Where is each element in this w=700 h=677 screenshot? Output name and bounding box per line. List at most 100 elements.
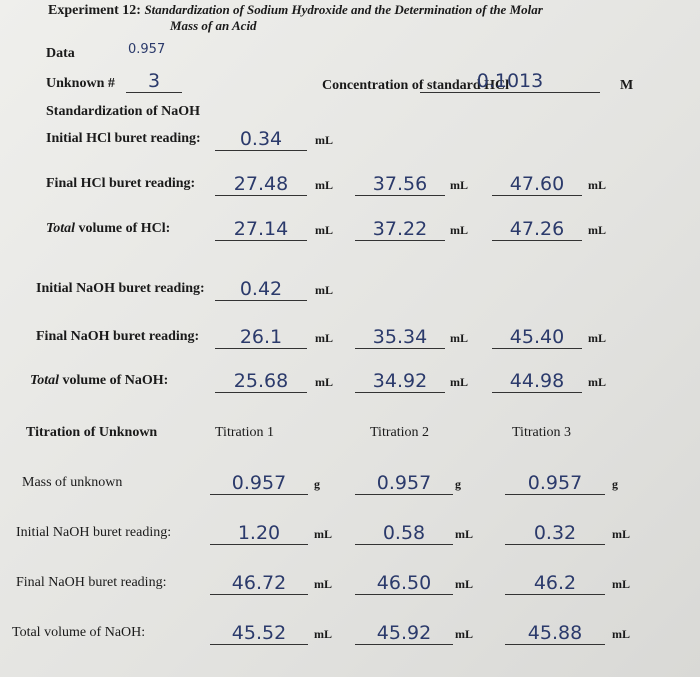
label-text: Initial HCl buret reading:	[46, 131, 201, 146]
title-line2: Mass of an Acid	[170, 18, 257, 33]
label-text: Final NaOH buret reading:	[36, 329, 200, 344]
row-label: Total volume of NaOH:	[12, 625, 146, 640]
unit: mL	[612, 627, 630, 641]
underline	[355, 195, 445, 196]
handwritten-value: 0.1013	[476, 70, 544, 92]
unit: mL	[450, 331, 468, 345]
handwritten-value: 35.34	[372, 326, 428, 348]
unit: mL	[315, 375, 333, 389]
unit: mL	[588, 178, 606, 192]
row-label: Total volume of NaOH:	[30, 373, 168, 389]
handwritten-value: 37.56	[372, 173, 428, 195]
handwritten-value: 25.68	[233, 370, 289, 392]
row-label: Final NaOH buret reading:	[16, 575, 167, 590]
unit: mL	[315, 223, 333, 237]
underline	[210, 594, 308, 595]
data-label: Data	[46, 46, 75, 61]
experiment-label: Experiment 12:	[48, 3, 141, 18]
title: Standardization of Sodium Hydroxide and …	[144, 2, 543, 17]
hcl-unit: M	[620, 78, 634, 93]
label-text: Final HCl buret reading:	[46, 176, 196, 191]
handwritten-value: 45.88	[527, 622, 583, 644]
section-heading: Titration of Unknown	[26, 425, 158, 440]
unit: g	[455, 477, 461, 491]
row-label: Initial NaOH buret reading:	[16, 525, 172, 540]
unit: mL	[612, 577, 630, 591]
handwritten-value: 44.98	[509, 370, 565, 392]
handwritten-value: 0.957	[231, 472, 287, 494]
unit: mL	[315, 133, 333, 147]
row-label: Final NaOH buret reading:	[36, 329, 199, 345]
underline	[215, 150, 307, 151]
underline	[215, 195, 307, 196]
underline	[505, 494, 605, 495]
unit: mL	[450, 178, 468, 192]
handwritten-value: 27.14	[233, 218, 289, 240]
underline	[492, 392, 582, 393]
section-heading: Standardization of NaOH	[46, 104, 201, 119]
unit: g	[314, 477, 320, 491]
handwritten-value: 46.72	[231, 572, 287, 594]
handwritten-value: 0.34	[239, 128, 283, 150]
unit: mL	[455, 527, 473, 541]
handwritten-value: 0.32	[533, 522, 577, 544]
underline	[505, 544, 605, 545]
label-emphasis: Total	[30, 373, 60, 388]
handwritten-value: 37.22	[372, 218, 428, 240]
handwritten-value: 46.2	[533, 572, 577, 594]
underline	[355, 392, 445, 393]
underline	[505, 594, 605, 595]
handwritten-value: 47.60	[509, 173, 565, 195]
column-header: Titration 1	[215, 425, 274, 440]
unit: mL	[315, 283, 333, 297]
handwritten-value: 27.48	[233, 173, 289, 195]
unit: mL	[314, 627, 332, 641]
unit: mL	[455, 577, 473, 591]
row-label: Final HCl buret reading:	[46, 176, 195, 192]
underline	[355, 644, 453, 645]
hcl-label: Concentration of standard HCl	[322, 78, 510, 93]
underline	[492, 195, 582, 196]
underline	[355, 240, 445, 241]
handwritten-value: 45.92	[376, 622, 432, 644]
handwritten-value: 3	[147, 70, 161, 92]
handwritten-value: 26.1	[239, 326, 283, 348]
unit: mL	[455, 627, 473, 641]
unit: mL	[314, 577, 332, 591]
underline	[355, 348, 445, 349]
underline	[210, 644, 308, 645]
underline	[126, 92, 182, 93]
underline	[215, 348, 307, 349]
underline	[420, 92, 600, 93]
column-header: Titration 3	[512, 425, 571, 440]
handwritten-value: 0.957	[376, 472, 432, 494]
handwritten-value: 45.40	[509, 326, 565, 348]
handwritten-value: 47.26	[509, 218, 565, 240]
row-label: Initial NaOH buret reading:	[36, 281, 205, 297]
header: Experiment 12: Standardization of Sodium…	[48, 2, 543, 19]
underline	[210, 494, 308, 495]
label-text: volume of NaOH:	[59, 373, 169, 388]
unknown-label: Unknown #	[46, 76, 115, 91]
unit: mL	[315, 331, 333, 345]
underline	[505, 644, 605, 645]
handwritten-value: 1.20	[237, 522, 281, 544]
underline	[355, 494, 453, 495]
handwritten-value: 45.52	[231, 622, 287, 644]
underline	[215, 300, 307, 301]
handwritten-value: 0.957	[527, 472, 583, 494]
underline	[355, 544, 453, 545]
handwritten-value: 0.58	[382, 522, 426, 544]
row-label: Mass of unknown	[22, 475, 123, 490]
label-text: volume of HCl:	[75, 221, 171, 236]
handwritten-note: 0.957	[128, 42, 166, 57]
unit: mL	[450, 375, 468, 389]
row-label: Total volume of HCl:	[46, 221, 170, 237]
handwritten-value: 34.92	[372, 370, 428, 392]
unit: mL	[588, 331, 606, 345]
unit: mL	[315, 178, 333, 192]
column-header: Titration 2	[370, 425, 429, 440]
underline	[492, 348, 582, 349]
underline	[210, 544, 308, 545]
